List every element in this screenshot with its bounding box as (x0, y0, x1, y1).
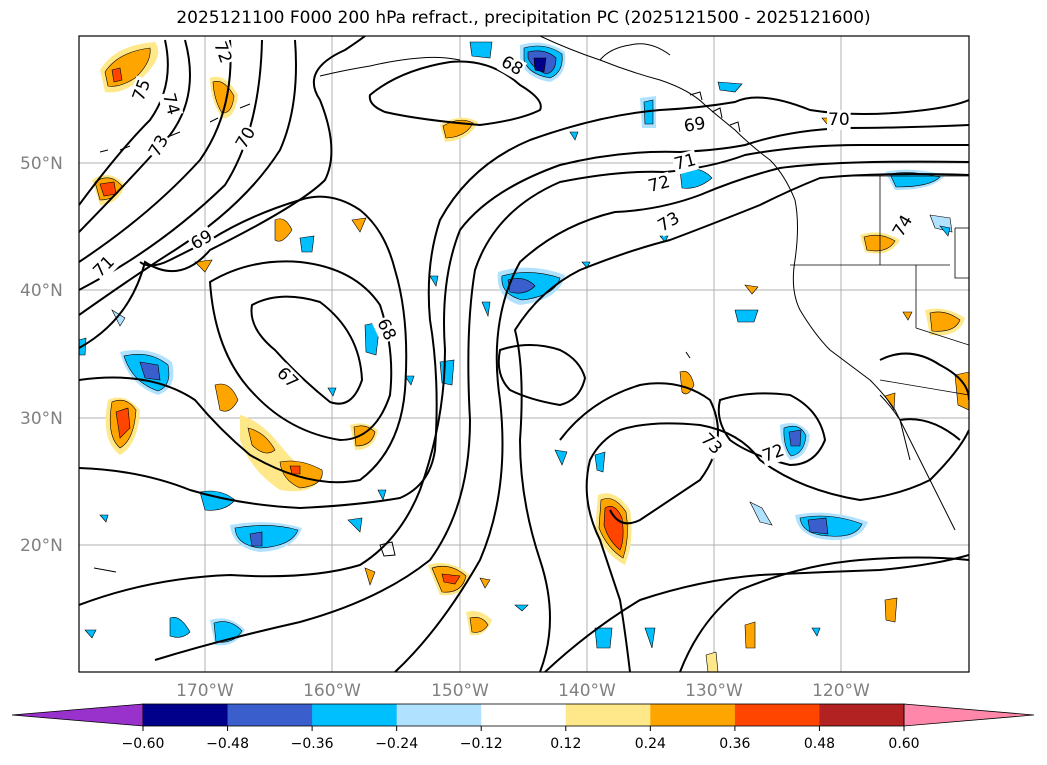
lat-label-30n: 30°N (20, 409, 63, 429)
colorbar-segment (481, 704, 567, 726)
contour-label-bg (645, 171, 674, 198)
contour-label-bg (671, 149, 700, 176)
gridlines (79, 36, 969, 672)
colorbar-segment (650, 704, 736, 726)
contour-label-69-east: 69 (682, 113, 707, 136)
contour-label-bg (186, 225, 218, 255)
lon-label-160w: 160°W (303, 681, 361, 701)
lat-label-40n: 40°N (20, 281, 63, 301)
latitude-labels: 50°N 40°N 30°N 20°N (20, 154, 63, 556)
colorbar-tick-label: −0.36 (291, 736, 334, 752)
colorbar-tick-label: 0.12 (550, 736, 581, 752)
refractivity-contours (79, 36, 969, 672)
contour-label-bg (827, 110, 851, 130)
lon-label-150w: 150°W (431, 681, 489, 701)
colorbar-segment (734, 704, 820, 726)
colorbar-segment (312, 704, 398, 726)
contour-label-bg (208, 37, 236, 67)
colorbar-tick-label: 0.36 (719, 736, 750, 752)
contour-label-bg (695, 428, 727, 460)
contour-label-bg (128, 75, 156, 105)
contour-label-bg (157, 90, 184, 119)
colorbar-tick-label: −0.12 (460, 736, 503, 752)
contour-label-bg (88, 251, 120, 283)
precip-patches (79, 41, 969, 672)
map-content (79, 36, 969, 672)
colorbar-extend-min (11, 703, 144, 727)
lon-label-120w: 120°W (812, 681, 870, 701)
lat-label-20n: 20°N (20, 536, 63, 556)
contour-label-bg (888, 210, 918, 242)
colorbar-segment (143, 704, 229, 726)
longitude-labels: 170°W 160°W 150°W 140°W 130°W 120°W (176, 681, 870, 701)
contour-label-bg (681, 113, 709, 138)
lon-label-170w: 170°W (176, 681, 234, 701)
lon-label-130w: 130°W (685, 681, 743, 701)
map-title: 2025121100 F000 200 hPa refract., precip… (176, 8, 871, 28)
colorbar-tick-label: −0.48 (206, 736, 249, 752)
contour-label-bg (496, 51, 528, 81)
colorbar-tick-label: 0.60 (888, 736, 919, 752)
colorbar-tick-label: −0.60 (122, 736, 165, 752)
contour-label-bg (758, 440, 788, 468)
lat-label-50n: 50°N (20, 154, 63, 174)
contour-label-bg (271, 362, 303, 394)
state-borders (790, 175, 969, 396)
map-frame (78, 35, 970, 673)
colorbar-tick-label: 0.48 (804, 736, 835, 752)
colorbar-tick-label: −0.24 (375, 736, 418, 752)
colorbar-segment (565, 704, 651, 726)
contour-label-bg (144, 130, 174, 162)
colorbar-segment (227, 704, 313, 726)
colorbar-segment (396, 704, 482, 726)
colorbar-extend-max (903, 703, 1035, 727)
contour-label-bg (653, 207, 685, 237)
lon-label-140w: 140°W (558, 681, 616, 701)
contour-label-bg (372, 314, 401, 345)
colorbar-tick-label: 0.24 (635, 736, 666, 752)
colorbar-frame (142, 703, 905, 727)
colorbar-segment (819, 704, 905, 726)
coastlines (93, 36, 956, 573)
contour-label-70-east: 70 (828, 110, 850, 130)
colorbar: −0.60 −0.48 −0.36 −0.24 −0.12 0.12 0.24 0.36 0.4… (11, 703, 1035, 752)
contour-label-bg (231, 122, 261, 154)
